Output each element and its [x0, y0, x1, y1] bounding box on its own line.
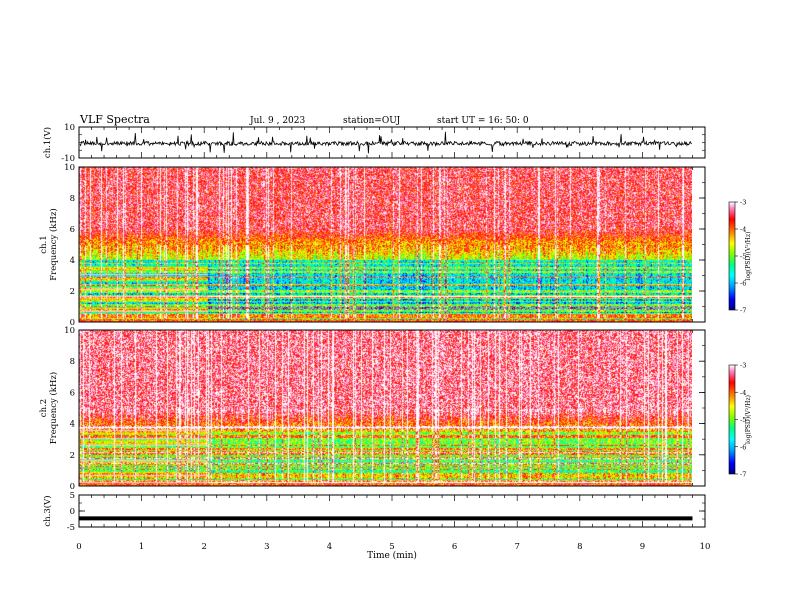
ch1-waveform-panel: 10 -10 ch.1(V)	[42, 123, 706, 164]
panel-frame	[78, 494, 706, 528]
x-tick-label: 1	[139, 542, 144, 552]
y-tick-label: 0	[70, 482, 75, 492]
panel-frame	[78, 126, 706, 159]
y-tick-label: 5	[70, 491, 75, 501]
panel-frame	[78, 329, 706, 487]
colorbar-tick-label: -6	[740, 443, 746, 451]
colorbar-tick-label: -4	[740, 389, 746, 397]
ch2-colorbar: -3 -4 -5 -6 -7 log(PSD)(V²/Hz)	[728, 362, 752, 479]
date-label: Jul. 9 , 2023	[249, 116, 305, 126]
y-tick-label: 6	[70, 388, 75, 398]
y-tick-label: 0	[70, 318, 75, 328]
y-tick-label: 8	[70, 194, 75, 204]
x-tick-label: 2	[201, 542, 206, 552]
y-tick-label: 10	[64, 123, 75, 133]
y-tick-label: -10	[61, 154, 75, 164]
ch1-colorbar: -3 -4 -5 -6 -7 log(PSD)(V²/Hz)	[728, 199, 752, 315]
y-tick-label: 4	[70, 420, 75, 430]
colorbar-gradient	[728, 201, 736, 311]
x-tick-label: 10	[700, 542, 711, 552]
colorbar-tick-label: -7	[740, 471, 746, 479]
x-tick-label: 5	[389, 542, 394, 552]
y-tick-label: 0	[70, 507, 75, 517]
y-axis-label: ch.2	[39, 399, 49, 417]
ch1-waveform-line	[79, 131, 692, 154]
station-label: station=OUJ	[343, 116, 401, 126]
y-axis-label: ch.1	[39, 235, 49, 253]
colorbar-gradient	[728, 364, 736, 475]
colorbar-tick-label: -3	[740, 199, 746, 207]
x-tick-label: 8	[577, 542, 582, 552]
x-tick-label: 0	[76, 542, 81, 552]
ch3-waveform-panel: 5 0 -5 ch.3(V)	[42, 491, 706, 533]
ch2-spectrogram-image	[79, 330, 692, 486]
y-axis-label: ch.1(V)	[42, 127, 53, 158]
colorbar-tick-label: -5	[740, 416, 746, 424]
y-tick-label: 8	[70, 357, 75, 367]
colorbar-tick-label: -4	[740, 226, 746, 234]
ch2-spectrogram-panel: 0 2 4 6 8 10 ch.2 Frequency (kHz)	[39, 326, 706, 492]
time-axis: 0 1 2 3 4 5 6 7 8 9 10	[76, 542, 710, 552]
y-tick-label: 2	[70, 451, 75, 461]
x-tick-label: 3	[264, 542, 269, 552]
colorbar-tick-label: -5	[740, 253, 746, 261]
colorbar-tick-label: -3	[740, 362, 746, 370]
y-tick-label: 10	[64, 163, 75, 173]
x-tick-label: 9	[640, 542, 645, 552]
x-axis-label: Time (min)	[367, 550, 417, 561]
y-tick-label: 2	[70, 287, 75, 297]
colorbar-label: log(PSD)(V²/Hz)	[745, 395, 752, 444]
x-tick-label: 4	[327, 542, 332, 552]
x-tick-label: 6	[452, 542, 457, 552]
y-axis-label: ch.3(V)	[42, 495, 53, 526]
colorbar-tick-label: -7	[740, 307, 746, 315]
x-tick-label: 7	[514, 542, 519, 552]
y-axis-label: Frequency (kHz)	[48, 372, 59, 444]
y-tick-label: 4	[70, 256, 75, 266]
ch1-spectrogram-panel: 0 2 4 6 8 10 ch.1 Frequency (kHz)	[39, 163, 706, 328]
start-time-label: start UT = 16: 50: 0	[437, 116, 529, 126]
panel-frame	[78, 166, 706, 323]
y-tick-label: 6	[70, 225, 75, 235]
ch1-spectrogram-image	[79, 167, 692, 322]
y-tick-label: 10	[64, 326, 75, 336]
y-tick-label: -5	[67, 523, 75, 533]
y-axis-label: Frequency (kHz)	[48, 208, 59, 280]
colorbar-tick-label: -6	[740, 280, 746, 288]
figure-title: VLF Spectra	[79, 113, 150, 126]
colorbar-label: log(PSD)(V²/Hz)	[745, 232, 752, 281]
